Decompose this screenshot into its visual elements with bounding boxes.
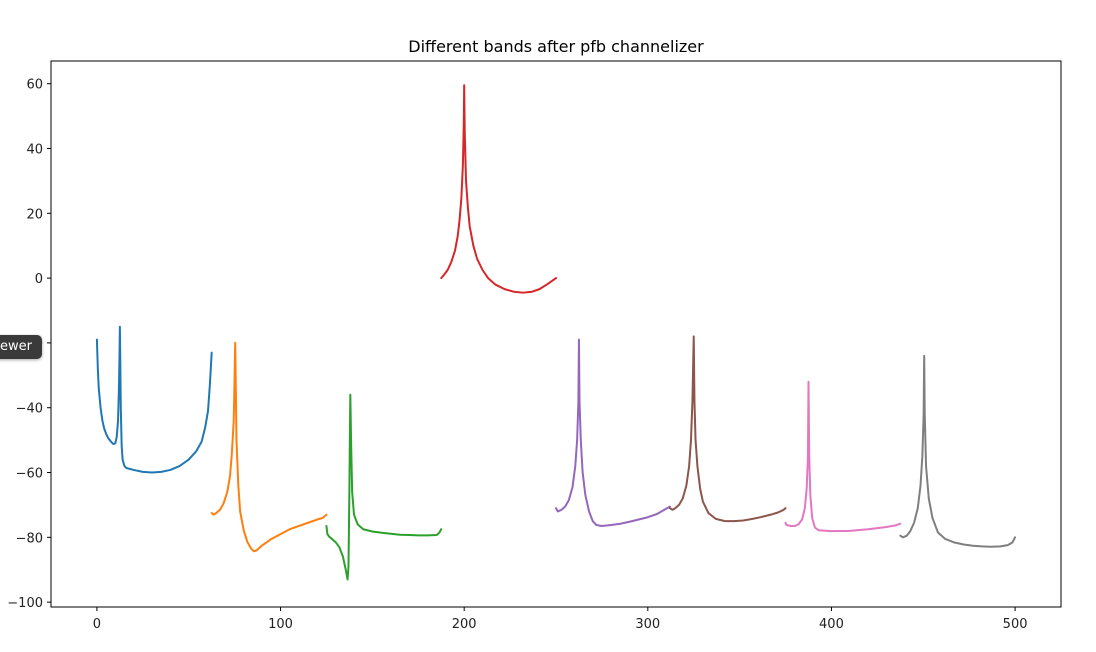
y-tick-label: 40	[26, 142, 43, 157]
series-line-1	[95, 325, 213, 474]
series-layer	[95, 84, 1017, 581]
viewer-tooltip: ewer	[0, 335, 42, 359]
plot-area-frame	[50, 60, 1062, 608]
chart-title: Different bands after pfb channelizer	[408, 37, 704, 56]
x-tick-label: 0	[93, 617, 101, 632]
series-line-6	[668, 335, 787, 523]
x-tick-label: 100	[268, 617, 293, 632]
y-tick-label: −60	[16, 467, 43, 482]
series-line-4	[440, 84, 557, 294]
x-tick-label: 300	[635, 617, 660, 632]
y-tick-label: 20	[26, 207, 43, 222]
series-line-5	[555, 338, 671, 527]
y-tick-label: −80	[16, 531, 43, 546]
y-tick-label: 0	[35, 272, 43, 287]
series-line-8	[899, 354, 1017, 548]
series-line-2	[210, 341, 328, 553]
y-tick-label: 60	[26, 78, 43, 93]
x-axis-ticks: 0 100 200 300 400 500	[93, 607, 1028, 632]
series-line-7	[784, 380, 902, 533]
y-tick-label: −100	[7, 596, 43, 611]
y-tick-label: −40	[16, 402, 43, 417]
series-line-3	[325, 393, 443, 581]
x-tick-label: 500	[1003, 617, 1028, 632]
x-tick-label: 400	[819, 617, 844, 632]
x-tick-label: 200	[452, 617, 477, 632]
